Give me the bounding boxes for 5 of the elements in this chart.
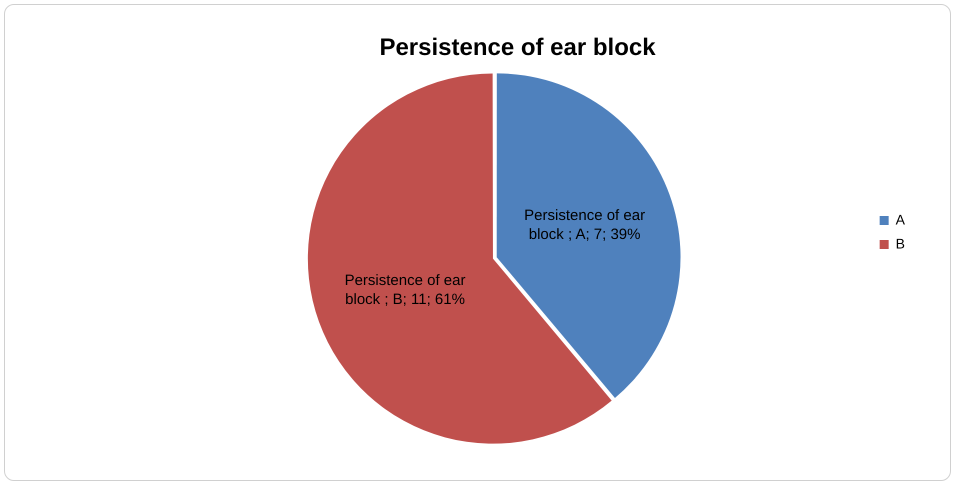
legend-label: B [896,235,906,252]
chart-title: Persistence of ear block [379,34,656,62]
data-label: Persistence of ear block ; A; 7; 39% [524,206,646,243]
data-label: Persistence of ear block ; B; 11; 61% [344,272,466,308]
legend-label: A [896,211,906,228]
